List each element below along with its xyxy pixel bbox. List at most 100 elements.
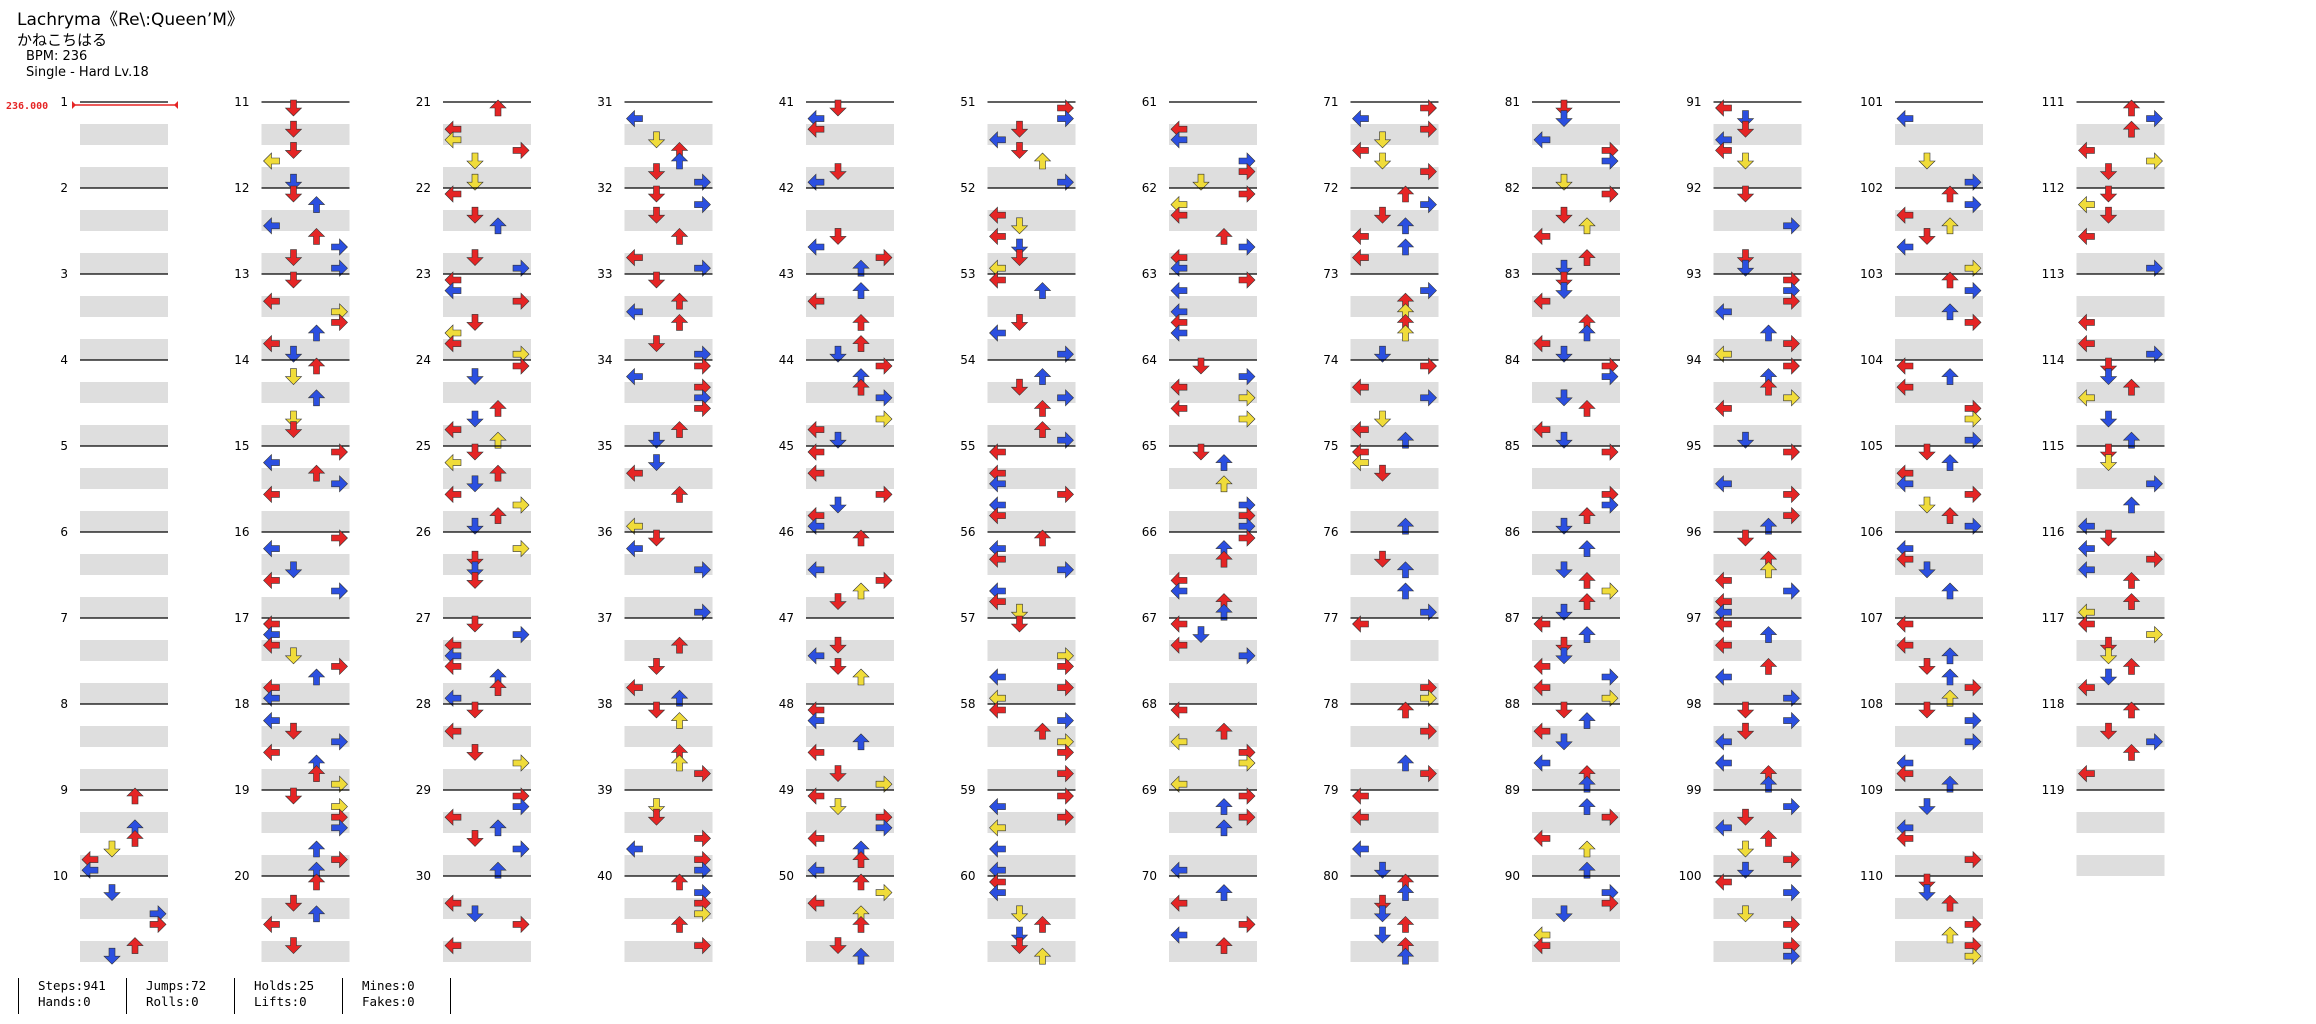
step-arrow	[1373, 131, 1392, 149]
step-arrow	[1215, 227, 1233, 245]
step-arrow	[284, 937, 303, 955]
beat-band	[80, 855, 168, 876]
beat-band	[261, 554, 350, 575]
step-arrow	[626, 248, 643, 267]
step-arrow	[1373, 550, 1392, 568]
stat-hands: Hands:0	[38, 994, 91, 1009]
measure-number: 35	[597, 439, 612, 453]
step-arrow	[263, 711, 280, 730]
step-arrow	[1783, 389, 1800, 407]
step-arrow	[1033, 722, 1052, 740]
beat-band	[80, 468, 168, 489]
measure-number: 22	[416, 181, 431, 195]
beat-band	[443, 296, 531, 317]
beat-band	[806, 683, 894, 704]
beat-band	[987, 296, 1076, 317]
measure-number: 91	[1686, 95, 1701, 109]
step-arrow	[2078, 615, 2095, 633]
step-arrow	[647, 163, 666, 181]
step-arrow	[694, 905, 711, 923]
step-arrow	[1352, 109, 1369, 128]
step-arrow	[103, 947, 121, 965]
step-arrow	[2122, 657, 2141, 675]
step-arrow	[2078, 227, 2095, 246]
measure-number: 95	[1686, 439, 1701, 453]
step-arrow	[1533, 131, 1551, 149]
step-arrow	[466, 368, 484, 386]
step-arrow	[875, 571, 893, 590]
step-arrow	[263, 292, 280, 310]
step-arrow	[1352, 615, 1369, 633]
step-arrow	[1964, 431, 1982, 449]
step-arrow	[1057, 485, 1074, 504]
measure-number: 45	[779, 439, 794, 453]
beat-band	[1169, 210, 1257, 231]
beat-band	[80, 339, 168, 360]
beat-band	[2076, 597, 2165, 618]
beat-band	[1713, 769, 1802, 790]
step-arrow	[626, 678, 643, 697]
step-arrow	[263, 915, 280, 934]
step-arrow	[1736, 259, 1755, 277]
step-arrow	[307, 389, 326, 407]
beat-band	[1895, 812, 1983, 833]
step-arrow	[2122, 701, 2141, 719]
beat-band	[1713, 468, 1802, 489]
step-arrow	[1783, 292, 1800, 310]
step-arrow	[1057, 678, 1074, 697]
beat-band	[261, 210, 350, 231]
beat-band	[261, 855, 350, 876]
beat-band	[1532, 898, 1620, 919]
step-arrow	[1192, 626, 1210, 644]
beat-band	[1350, 855, 1439, 876]
step-arrow	[647, 658, 666, 675]
measure-number: 20	[234, 869, 249, 883]
beat-band	[624, 425, 713, 446]
step-arrow	[1352, 840, 1369, 858]
step-arrow	[1715, 636, 1732, 654]
step-arrow	[1941, 582, 1959, 600]
step-arrow	[1964, 517, 1982, 535]
step-arrow	[2146, 475, 2163, 493]
beat-band	[624, 683, 713, 704]
beat-band	[261, 898, 350, 919]
step-arrow	[647, 701, 666, 719]
step-arrow	[626, 109, 643, 128]
step-arrow	[1715, 819, 1732, 837]
beat-band	[1169, 640, 1257, 661]
beat-band	[1350, 898, 1439, 919]
step-arrow	[2099, 163, 2118, 181]
step-arrow	[1033, 152, 1052, 170]
measure-number: 85	[1505, 439, 1520, 453]
beat-band	[1532, 382, 1620, 403]
measure-number: 39	[597, 783, 612, 797]
step-arrow	[444, 185, 462, 203]
step-arrow	[1555, 561, 1573, 579]
measure-number: 1	[60, 95, 68, 109]
step-arrow	[1010, 142, 1029, 159]
step-arrow	[694, 173, 711, 191]
step-arrow	[989, 506, 1006, 525]
step-arrow	[284, 647, 303, 665]
step-arrow	[1555, 647, 1573, 665]
step-arrow	[647, 335, 666, 353]
step-arrow	[647, 529, 666, 547]
beat-band	[261, 167, 350, 188]
beat-band	[443, 210, 531, 231]
step-arrow	[1783, 506, 1800, 525]
measure-number: 99	[1686, 783, 1701, 797]
step-arrow	[1736, 120, 1755, 138]
measure-number: 57	[960, 611, 975, 625]
step-arrow	[444, 453, 462, 472]
step-arrow	[444, 334, 462, 353]
step-arrow	[1896, 636, 1914, 654]
step-arrow	[444, 485, 462, 504]
step-arrow	[1396, 517, 1415, 535]
beat-band	[2076, 855, 2165, 876]
beat-band	[1532, 210, 1620, 231]
step-arrow	[1783, 689, 1800, 707]
beat-band	[1350, 812, 1439, 833]
measure-number: 42	[779, 181, 794, 195]
step-arrow	[2122, 120, 2141, 138]
step-arrow	[670, 292, 689, 310]
